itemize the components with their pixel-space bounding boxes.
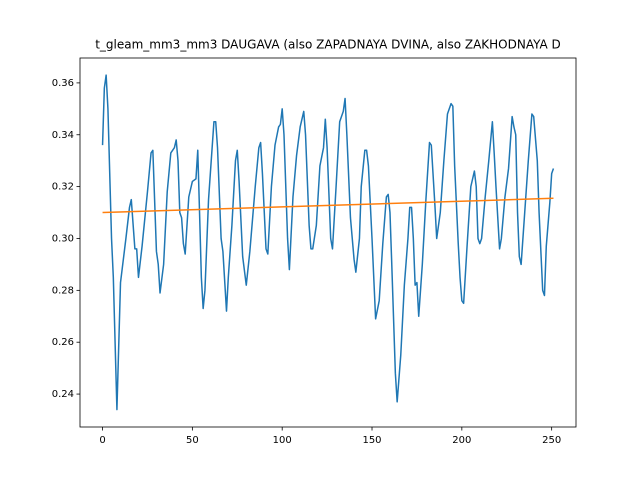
y-tick-label: 0.26 [52, 337, 74, 348]
y-tick-label: 0.32 [52, 182, 74, 193]
x-tick-label: 200 [452, 435, 471, 446]
line [101, 74, 555, 411]
y-tick-label: 0.36 [52, 78, 74, 89]
x-tick-label: 50 [186, 435, 199, 446]
y-tick-label: 0.30 [52, 233, 74, 244]
y-tick-label: 0.24 [52, 389, 74, 400]
x-tick-label: 0 [99, 435, 105, 446]
x-tick-label: 150 [362, 435, 381, 446]
plot-frame [79, 57, 577, 428]
line [102, 197, 554, 214]
x-tick-label: 250 [542, 435, 561, 446]
y-tick-label: 0.34 [52, 130, 74, 141]
x-tick-label: 100 [273, 435, 292, 446]
y-tick-label: 0.28 [52, 285, 74, 296]
chart-title: t_gleam_mm3_mm3 DAUGAVA (also ZAPADNAYA … [95, 38, 561, 52]
